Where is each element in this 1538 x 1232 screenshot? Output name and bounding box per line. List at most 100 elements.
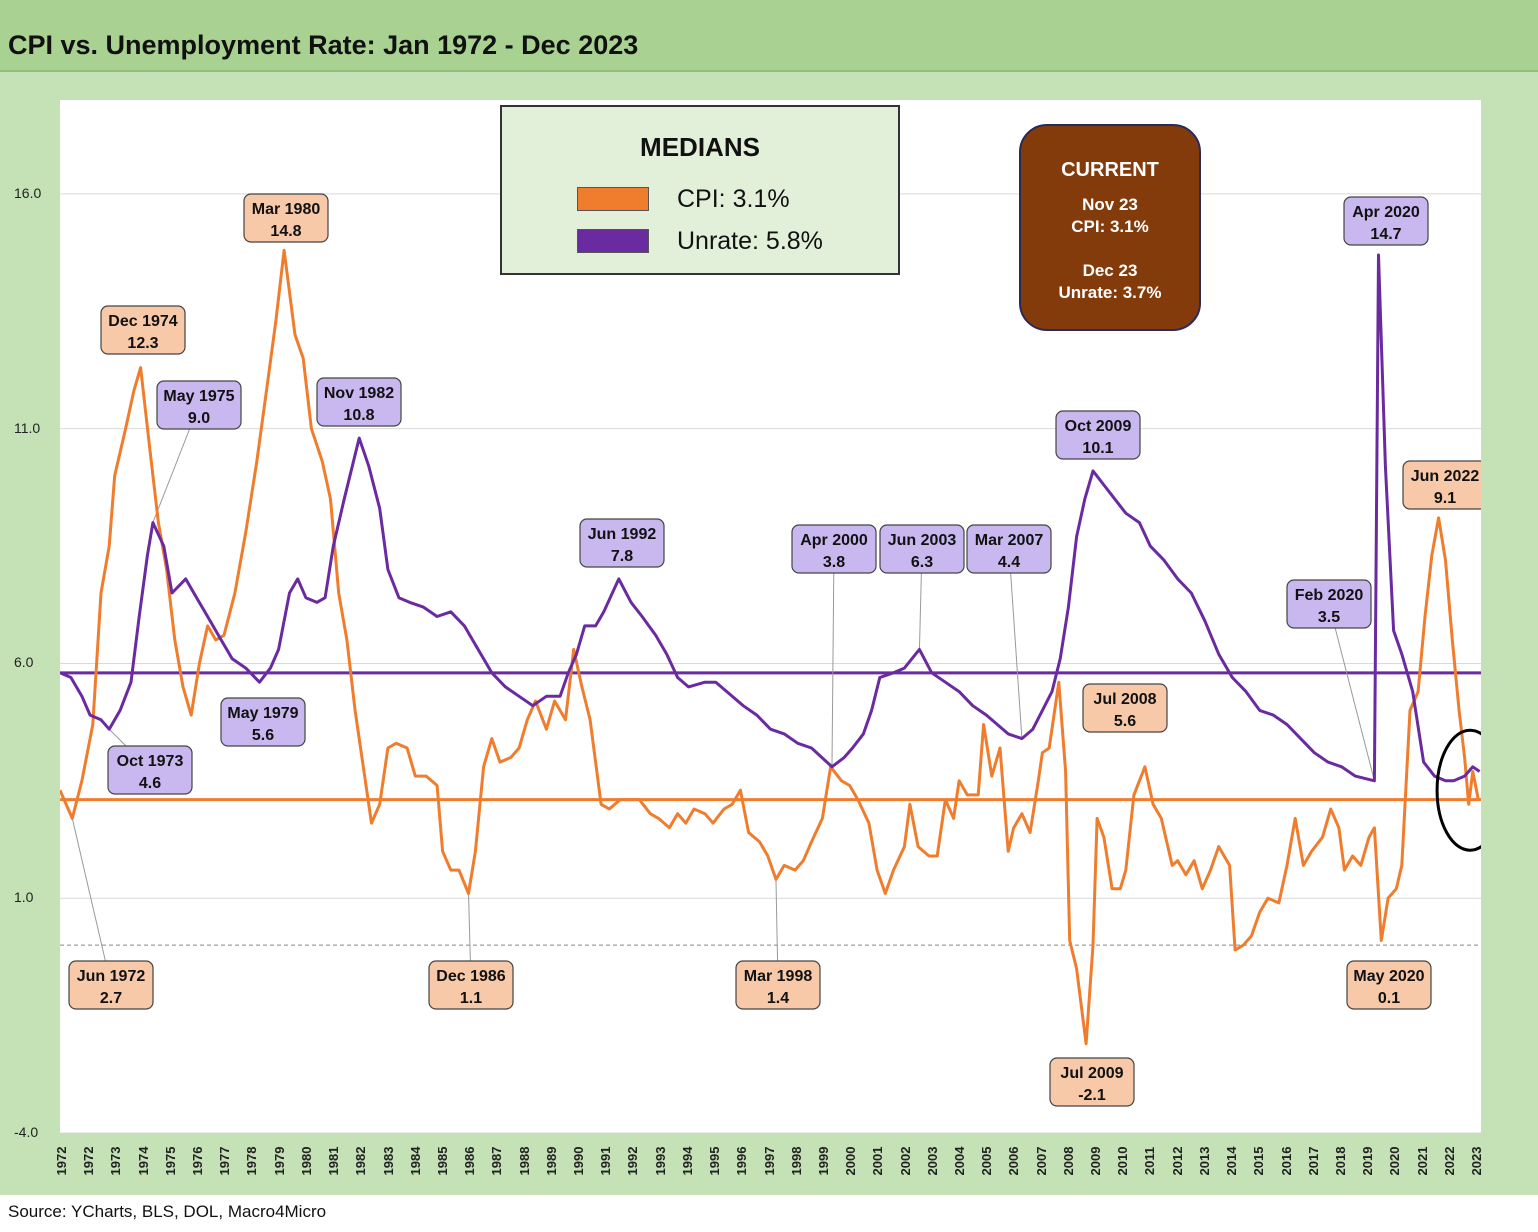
callout-value: 2.7: [100, 990, 122, 1007]
unrate-callout: Oct 1973 4.6: [107, 745, 193, 795]
callout-date: Feb 2020: [1295, 587, 1364, 604]
x-tick-label: 2010: [1115, 1146, 1131, 1176]
x-tick-label: 2007: [1033, 1146, 1049, 1176]
callout-value: 3.8: [823, 554, 845, 571]
x-tick-label: 2008: [1060, 1146, 1076, 1176]
x-tick-label: 2021: [1414, 1146, 1430, 1176]
unrate-callout: Oct 2009 10.1: [1055, 410, 1141, 460]
callout-box: [1343, 196, 1429, 246]
callout-box: [966, 524, 1052, 574]
callout-value: 4.6: [139, 775, 161, 792]
cpi-callout: Mar 1998 1.4: [735, 960, 821, 1010]
cpi-swatch: [577, 187, 649, 211]
x-tick-label: 1981: [326, 1146, 342, 1176]
callout-date: Oct 2009: [1065, 418, 1132, 435]
cpi-callout: Jul 2009 -2.1: [1049, 1057, 1135, 1107]
y-tick-label: 11.0: [14, 419, 41, 436]
cpi-callout: Jun 2022 9.1: [1402, 460, 1481, 510]
x-tick-label: 1988: [516, 1146, 532, 1176]
callout-date: Jun 1992: [588, 526, 657, 543]
cpi-callout: Jun 1972 2.7: [68, 960, 154, 1010]
x-tick-label: 2002: [897, 1146, 913, 1176]
y-tick-label: 16.0: [14, 184, 42, 201]
callout-date: Mar 2007: [975, 532, 1044, 549]
current-unrate-date: Dec 23: [1082, 261, 1138, 280]
callout-value: 5.6: [252, 727, 274, 744]
callout-leader: [71, 818, 112, 986]
y-tick-label: 6.0: [14, 654, 34, 671]
callout-box: [107, 745, 193, 795]
x-tick-label: 2006: [1006, 1146, 1022, 1176]
callout-box: [68, 960, 154, 1010]
unrate-callout: May 1975 9.0: [156, 380, 242, 430]
callout-value: 12.3: [127, 335, 158, 352]
unrate-median-label: Unrate: 5.8%: [677, 227, 823, 255]
unrate-callout: Apr 2020 14.7: [1343, 196, 1429, 246]
x-tick-label: 2004: [951, 1146, 967, 1176]
x-tick-label: 1978: [244, 1146, 260, 1176]
unrate-callout: Jun 1992 7.8: [579, 518, 665, 568]
x-tick-label: 1979: [271, 1146, 287, 1176]
chart-svg: Jun 1972 2.7 Dec 1974 12.3 Mar 1980 14.8 Dec 1…: [60, 193, 1481, 1133]
x-tick-label: 1982: [353, 1146, 369, 1176]
callout-value: 7.8: [611, 548, 633, 565]
cpi-callout: Mar 1980 14.8: [243, 193, 329, 243]
cpi-callout: May 2020 0.1: [1346, 960, 1432, 1010]
x-tick-label: 2015: [1251, 1146, 1267, 1176]
callout-leader: [1328, 603, 1375, 781]
y-tick-label: 1.0: [14, 889, 34, 906]
current-unrate: Dec 23 Unrate: 3.7%: [1021, 260, 1199, 304]
x-tick-label: 1972: [54, 1146, 69, 1176]
callout-box: [579, 518, 665, 568]
unrate-series-line: [60, 253, 1481, 783]
x-tick-label: 2014: [1224, 1146, 1240, 1176]
callout-value: 10.8: [343, 407, 374, 424]
callout-box: [1402, 460, 1481, 510]
x-tick-label: 2013: [1196, 1146, 1212, 1176]
callout-value: -2.1: [1078, 1087, 1106, 1104]
cpi-callout: Dec 1986 1.1: [428, 960, 514, 1010]
x-tick-label: 1983: [380, 1146, 396, 1176]
callouts: Jun 1972 2.7 Dec 1974 12.3 Mar 1980 14.8 Dec 1…: [68, 193, 1481, 1107]
current-unrate-value: Unrate: 3.7%: [1058, 283, 1162, 302]
callout-leader: [831, 548, 835, 767]
unrate-callout: Feb 2020 3.5: [1286, 579, 1372, 629]
callout-box: [1082, 683, 1168, 733]
callout-date: May 1979: [227, 705, 298, 722]
callout-date: Jul 2008: [1093, 691, 1156, 708]
current-title: CURRENT: [1061, 159, 1159, 181]
x-tick-label: 2022: [1441, 1146, 1457, 1176]
current-values-box: CURRENT Nov 23 CPI: 3.1% Dec 23 Unrate: …: [1019, 124, 1201, 331]
callout-value: 4.4: [998, 554, 1020, 571]
current-highlight-ellipse: [1435, 728, 1481, 852]
callout-box: [156, 380, 242, 430]
callout-value: 9.1: [1434, 490, 1456, 507]
callout-box: [1049, 1057, 1135, 1107]
x-tick-label: 1987: [489, 1146, 505, 1176]
cpi-callout: Dec 1974 12.3: [100, 305, 186, 355]
x-tick-label: 1977: [217, 1146, 233, 1176]
unrate-callout: May 1979 5.6: [220, 697, 306, 747]
x-tick-label: 1996: [734, 1146, 750, 1176]
x-tick-label: 1972: [81, 1146, 97, 1176]
x-tick-label: 1992: [625, 1146, 641, 1176]
x-tick-label: 1989: [543, 1146, 559, 1176]
callout-date: Oct 1973: [117, 753, 184, 770]
x-tick-label: 2011: [1142, 1146, 1158, 1176]
callout-value: 6.3: [911, 554, 933, 571]
callout-date: Mar 1998: [744, 968, 813, 985]
callout-date: May 2020: [1353, 968, 1424, 985]
callout-box: [243, 193, 329, 243]
current-cpi-date: Nov 23: [1082, 195, 1138, 214]
x-tick-label: 1974: [135, 1146, 151, 1176]
cpi-median-label: CPI: 3.1%: [677, 185, 790, 213]
x-tick-label: 1986: [462, 1146, 478, 1176]
callout-box: [735, 960, 821, 1010]
callout-box: [100, 305, 186, 355]
medians-legend: MEDIANS CPI: 3.1% Unrate: 5.8%: [500, 105, 900, 275]
x-tick-label: 1995: [707, 1146, 723, 1176]
unrate-callout: Jun 2003 6.3: [879, 524, 965, 574]
current-cpi: Nov 23 CPI: 3.1%: [1021, 194, 1199, 238]
chart-title: CPI vs. Unemployment Rate: Jan 1972 - De…: [8, 30, 639, 60]
callout-box: [879, 524, 965, 574]
